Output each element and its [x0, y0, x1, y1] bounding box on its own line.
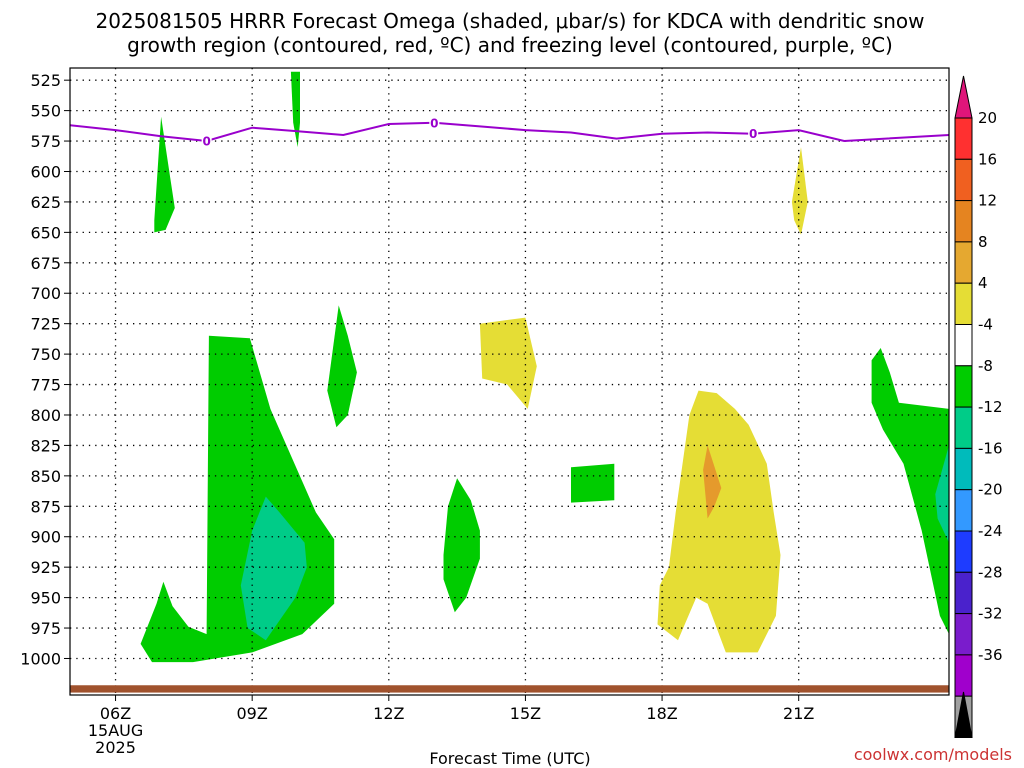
- freezing-label-bg: [748, 126, 759, 141]
- y-tick-label: 650: [30, 223, 61, 242]
- colorbar-label: -28: [978, 563, 1003, 581]
- omega-shaded-regions: [140, 71, 949, 663]
- y-tick-label: 1000: [20, 649, 61, 668]
- x-tick-label: 15Z: [510, 704, 541, 723]
- omega-region-1: [154, 116, 175, 233]
- y-tick-label: 550: [30, 102, 61, 121]
- omega-region-0: [140, 335, 335, 663]
- colorbar-band: [954, 447, 973, 491]
- y-tick-label: 525: [30, 71, 61, 90]
- omega-region-12: [703, 445, 722, 519]
- y-tick-label: 950: [30, 589, 61, 608]
- colorbar-band: [954, 406, 973, 449]
- y-tick-label: 600: [30, 162, 61, 181]
- y-tick-label: 675: [30, 254, 61, 273]
- surface-band: [70, 685, 949, 693]
- y-tick-label: 800: [30, 406, 61, 425]
- colorbar-label: 20: [978, 109, 997, 127]
- surface-ground: [70, 685, 949, 693]
- y-tick-label: 750: [30, 345, 61, 364]
- colorbar-bottom-arrow: [954, 691, 973, 738]
- omega-region-3: [327, 305, 357, 428]
- colorbar-legend: 20 16 12 8 4 -4 -8 -12 -16 -20 -24 -28 -32 -36: [954, 75, 1003, 739]
- freezing-level-label: 0: [430, 116, 438, 130]
- omega-region-8: [935, 445, 949, 543]
- omega-region-4: [443, 478, 480, 613]
- omega-region-10: [791, 147, 808, 235]
- colorbar-band: [954, 571, 973, 615]
- y-tick-label: 700: [30, 284, 61, 303]
- y-tick-label: 625: [30, 193, 61, 212]
- colorbar-label: 8: [978, 233, 988, 251]
- freezing-level-label: 0: [202, 135, 210, 149]
- freezing-label-bg: [201, 134, 212, 149]
- omega-region-11: [657, 390, 781, 653]
- omega-region-6: [871, 348, 949, 635]
- colorbar-label: -24: [978, 522, 1003, 540]
- x-date-label: 15AUG: [88, 721, 143, 740]
- colorbar-band: [954, 200, 973, 243]
- colorbar-band: [954, 654, 973, 697]
- colorbar-band: [954, 530, 973, 573]
- y-tick-label: 825: [30, 436, 61, 455]
- y-tick-label: 850: [30, 467, 61, 486]
- y-axis-pressure: 525 550 575 600 625 650 675 700 725 750 775 800 825 8…: [20, 71, 70, 668]
- y-tick-label: 875: [30, 497, 61, 516]
- credit-link[interactable]: coolwx.com/models: [854, 745, 1012, 764]
- omega-region-2: [290, 71, 300, 148]
- omega-region-9: [479, 317, 537, 409]
- colorbar-label: 16: [978, 150, 997, 168]
- colorbar-label: -4: [978, 316, 993, 334]
- colorbar-band: [954, 489, 973, 532]
- x-axis-label: Forecast Time (UTC): [429, 749, 590, 768]
- freezing-level-label: 0: [749, 127, 757, 141]
- colorbar-band: [954, 324, 973, 367]
- plot-frame: [69, 67, 950, 696]
- colorbar-top-arrow: [954, 75, 973, 119]
- colorbar-label: -36: [978, 646, 1003, 664]
- colorbar-band: [954, 158, 973, 202]
- y-tick-label: 925: [30, 558, 61, 577]
- colorbar-band: [954, 613, 973, 656]
- colorbar-band: [954, 241, 973, 284]
- colorbar-band: [954, 117, 973, 160]
- y-tick-label: 975: [30, 619, 61, 638]
- y-tick-label: 900: [30, 528, 61, 547]
- chart-title-line-2: growth region (contoured, red, ºC) and f…: [127, 33, 893, 57]
- x-tick-label: 21Z: [783, 704, 814, 723]
- colorbar-label: -8: [978, 357, 993, 375]
- x-tick-label: 09Z: [237, 704, 268, 723]
- x-year-label: 2025: [95, 738, 136, 757]
- y-tick-label: 725: [30, 315, 61, 334]
- omega-region-5: [571, 463, 615, 503]
- colorbar-label: 4: [978, 274, 988, 292]
- colorbar-label: -12: [978, 398, 1003, 416]
- colorbar-band: [954, 282, 973, 326]
- x-tick-label: 18Z: [646, 704, 677, 723]
- freezing-label-bg: [429, 115, 440, 130]
- colorbar-band: [954, 365, 973, 408]
- colorbar-label: 12: [978, 192, 997, 210]
- x-tick-label: 06Z: [100, 704, 131, 723]
- colorbar-label: -32: [978, 605, 1003, 623]
- colorbar-label: -16: [978, 439, 1003, 457]
- y-tick-label: 575: [30, 132, 61, 151]
- chart-title-line-1: 2025081505 HRRR Forecast Omega (shaded, …: [95, 9, 924, 33]
- omega-region-7: [240, 496, 307, 641]
- y-tick-label: 775: [30, 376, 61, 395]
- freezing-level-contour: 0 0 0: [69, 115, 950, 149]
- colorbar-label: -20: [978, 481, 1003, 499]
- x-tick-label: 12Z: [373, 704, 404, 723]
